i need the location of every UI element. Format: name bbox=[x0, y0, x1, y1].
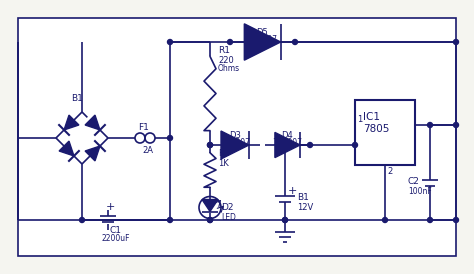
Circle shape bbox=[308, 142, 312, 147]
Text: 2A: 2A bbox=[142, 146, 153, 155]
Text: 1K: 1K bbox=[218, 159, 229, 168]
Circle shape bbox=[208, 142, 212, 147]
Text: B1: B1 bbox=[297, 193, 309, 202]
Text: 7805: 7805 bbox=[363, 124, 389, 134]
Polygon shape bbox=[275, 132, 300, 158]
Circle shape bbox=[208, 218, 212, 222]
Text: 1N4007: 1N4007 bbox=[220, 138, 250, 147]
Text: C1: C1 bbox=[110, 226, 122, 235]
Text: 12V: 12V bbox=[297, 204, 313, 213]
Circle shape bbox=[283, 142, 288, 147]
Text: B1: B1 bbox=[71, 94, 83, 103]
Circle shape bbox=[167, 218, 173, 222]
Text: 220: 220 bbox=[218, 56, 234, 65]
Text: +: + bbox=[106, 202, 115, 212]
Polygon shape bbox=[244, 24, 281, 60]
Circle shape bbox=[167, 39, 173, 44]
Text: 100nF: 100nF bbox=[408, 187, 432, 196]
Polygon shape bbox=[202, 199, 218, 212]
Circle shape bbox=[283, 218, 288, 222]
Text: D4: D4 bbox=[282, 131, 293, 140]
Polygon shape bbox=[64, 115, 79, 130]
Text: 1: 1 bbox=[357, 115, 362, 124]
Text: F1: F1 bbox=[138, 123, 149, 132]
Text: 1N4007: 1N4007 bbox=[273, 138, 302, 147]
Text: D5: D5 bbox=[256, 28, 268, 37]
Text: C2: C2 bbox=[408, 177, 420, 186]
Text: LED: LED bbox=[221, 213, 236, 221]
Text: IC1: IC1 bbox=[363, 112, 380, 122]
Circle shape bbox=[428, 218, 432, 222]
Circle shape bbox=[80, 218, 84, 222]
Text: D3: D3 bbox=[229, 131, 241, 140]
Text: +: + bbox=[288, 185, 297, 196]
Circle shape bbox=[353, 142, 357, 147]
Circle shape bbox=[228, 39, 233, 44]
Bar bbox=[355, 100, 415, 165]
Circle shape bbox=[454, 218, 458, 222]
Circle shape bbox=[283, 218, 288, 222]
Text: 2: 2 bbox=[387, 167, 392, 176]
Circle shape bbox=[383, 218, 388, 222]
Text: D2: D2 bbox=[221, 202, 234, 212]
Circle shape bbox=[208, 142, 212, 147]
Text: 2200uF: 2200uF bbox=[102, 234, 130, 243]
Circle shape bbox=[208, 218, 212, 222]
Text: R2: R2 bbox=[218, 149, 230, 158]
Text: Ohms: Ohms bbox=[218, 64, 240, 73]
Circle shape bbox=[428, 122, 432, 127]
Circle shape bbox=[454, 122, 458, 127]
Text: R1: R1 bbox=[218, 46, 230, 55]
Circle shape bbox=[167, 136, 173, 141]
Polygon shape bbox=[85, 115, 100, 130]
Circle shape bbox=[292, 39, 298, 44]
Circle shape bbox=[454, 39, 458, 44]
Polygon shape bbox=[85, 146, 100, 161]
Polygon shape bbox=[59, 141, 74, 156]
Text: 1N4007: 1N4007 bbox=[247, 35, 277, 44]
Polygon shape bbox=[221, 131, 249, 159]
Bar bbox=[18, 18, 456, 256]
